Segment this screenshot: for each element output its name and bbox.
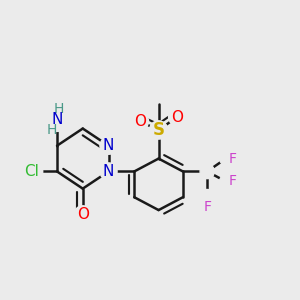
Text: F: F <box>203 200 211 214</box>
Text: N: N <box>103 138 114 153</box>
Text: H: H <box>53 102 64 116</box>
Circle shape <box>46 109 68 131</box>
Text: Cl: Cl <box>24 164 39 179</box>
Text: O: O <box>77 207 89 222</box>
Circle shape <box>100 137 117 154</box>
Text: O: O <box>134 114 146 129</box>
Circle shape <box>200 164 214 178</box>
Text: F: F <box>229 175 237 188</box>
Circle shape <box>220 175 232 188</box>
Text: F: F <box>229 152 237 166</box>
Circle shape <box>100 163 117 180</box>
Circle shape <box>201 190 214 202</box>
Circle shape <box>169 109 186 126</box>
Text: H: H <box>47 123 57 137</box>
Circle shape <box>220 152 232 165</box>
Circle shape <box>149 121 168 139</box>
Text: O: O <box>171 110 183 124</box>
Text: S: S <box>153 121 165 139</box>
Circle shape <box>131 113 148 130</box>
Text: N: N <box>51 112 63 128</box>
Circle shape <box>20 160 43 183</box>
Circle shape <box>74 206 91 223</box>
Text: N: N <box>103 164 114 179</box>
